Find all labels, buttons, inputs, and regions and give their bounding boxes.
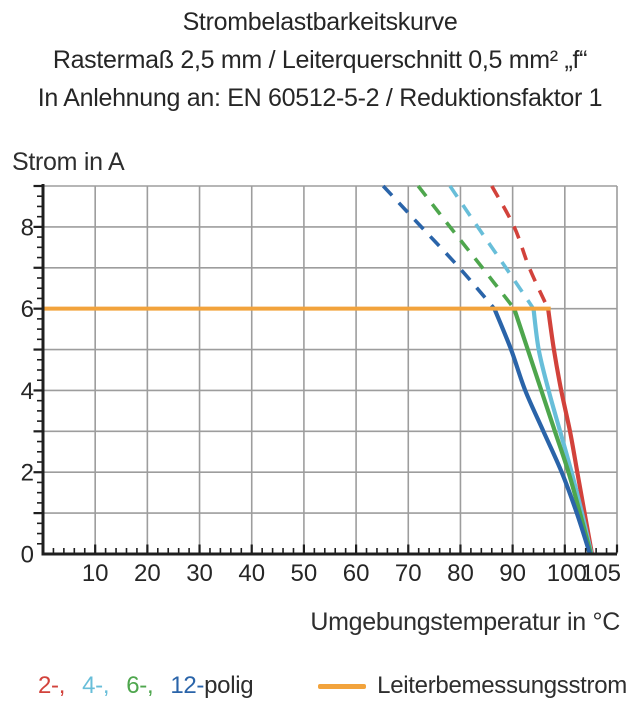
y-tick-label: 4 <box>21 378 34 405</box>
x-tick-label: 80 <box>447 560 474 587</box>
x-tick-label: 100 <box>547 560 587 587</box>
x-tick-label: 40 <box>238 560 265 587</box>
legend-6-pole: 6-, <box>126 672 154 699</box>
legend-4-pole: 4-, <box>82 672 110 699</box>
x-tick-label: 30 <box>186 560 213 587</box>
x-tick-label: 60 <box>343 560 370 587</box>
curve-solid-2-polig <box>546 308 595 555</box>
y-tick-label: 2 <box>21 460 34 487</box>
y-axis-title: Strom in A <box>12 148 125 176</box>
curve-solid-12-polig <box>492 307 592 555</box>
x-tick-label: 10 <box>82 560 109 587</box>
x-tick-label: 90 <box>499 560 526 587</box>
chart-title-line3: In Anlehnung an: EN 60512-5-2 / Reduktio… <box>37 84 603 112</box>
rated-current-label: Leiterbemessungsstrom <box>377 672 627 699</box>
pole-legend: 2-, 4-, 6-, 12-polig <box>38 672 254 700</box>
y-tick-label: 6 <box>21 296 34 323</box>
legend-12-pole: 12- <box>170 672 205 699</box>
legend-pole-suffix: polig <box>204 672 254 699</box>
curve-dashed-2-polig <box>490 185 550 310</box>
x-tick-label: 20 <box>134 560 161 587</box>
chart-title-block: Strombelastbarkeitskurve Rastermaß 2,5 m… <box>0 3 640 117</box>
chart-title-line2: Rastermaß 2,5 mm / Leiterquerschnitt 0,5… <box>52 46 588 74</box>
rated-current-legend: Leiterbemessungsstrom <box>318 672 627 700</box>
chart-title-line1: Strombelastbarkeitskurve <box>182 8 458 36</box>
y-tick-label: 0 <box>21 542 34 569</box>
rated-current-line-swatch <box>318 683 367 689</box>
x-tick-label: 70 <box>395 560 422 587</box>
curve-dashed-6-polig <box>416 184 516 310</box>
y-tick-label: 8 <box>21 214 34 241</box>
x-tick-label: 105 <box>581 560 621 587</box>
curve-solid-6-polig <box>512 308 593 555</box>
legend-2-pole: 2-, <box>38 672 66 699</box>
curve-dashed-4-polig <box>448 184 535 310</box>
x-axis-title: Umgebungstemperatur in °C <box>310 608 620 636</box>
x-tick-label: 50 <box>291 560 318 587</box>
curve-dashed-12-polig <box>381 184 496 310</box>
